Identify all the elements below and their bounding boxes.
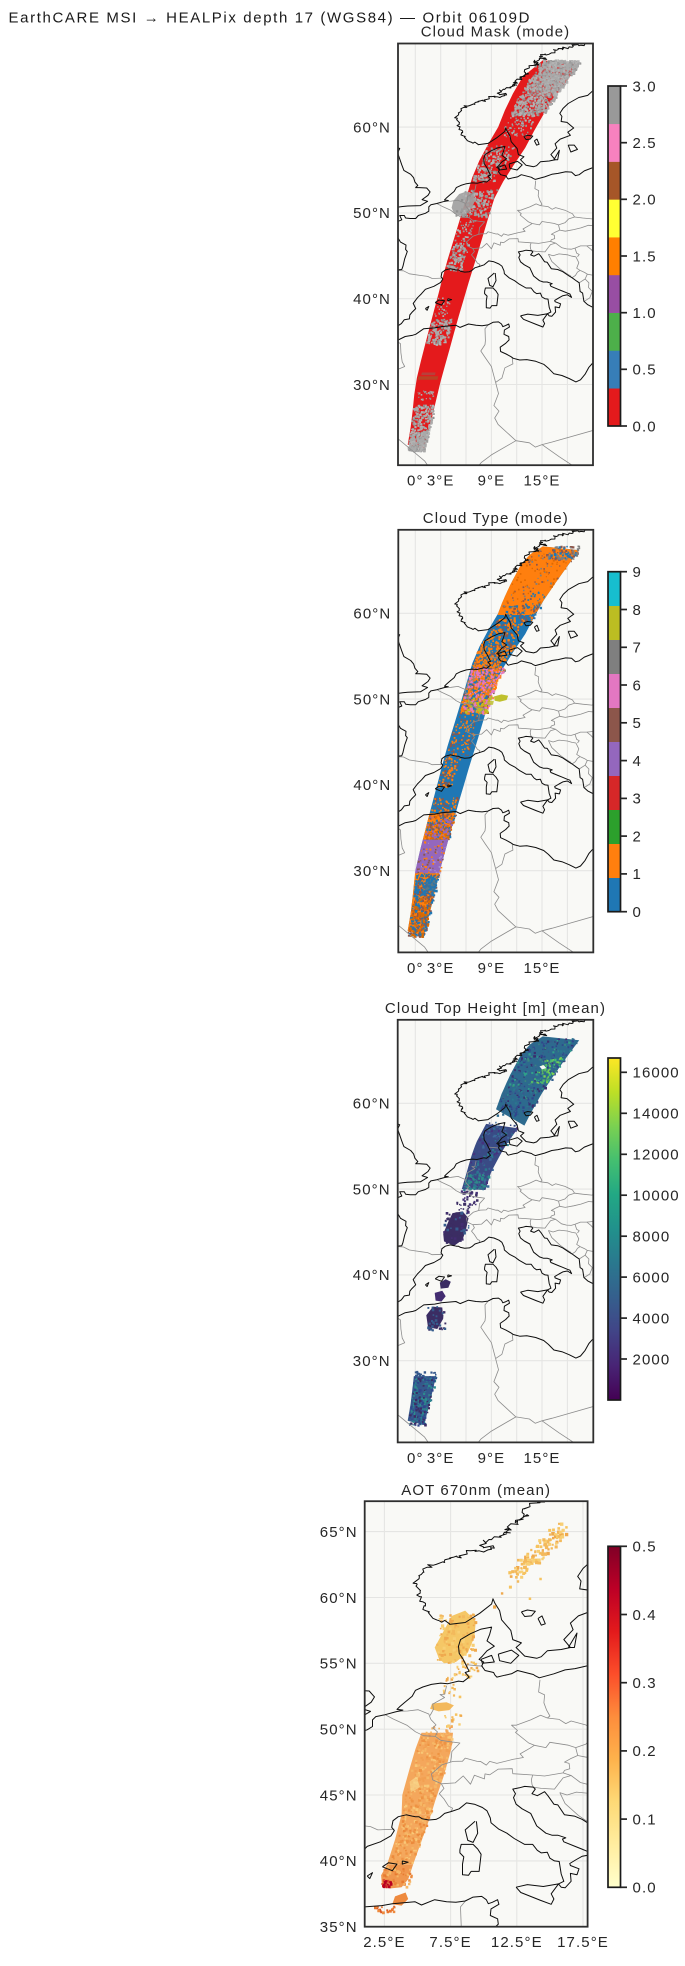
svg-text:3°E: 3°E	[427, 473, 455, 490]
svg-text:55°N: 55°N	[320, 1656, 358, 1673]
svg-text:40°N: 40°N	[353, 291, 391, 308]
svg-text:50°N: 50°N	[320, 1722, 358, 1739]
svg-text:65°N: 65°N	[320, 1524, 358, 1541]
svg-text:30°N: 30°N	[353, 1353, 391, 1370]
svg-text:10000: 10000	[633, 1188, 680, 1205]
svg-text:60°N: 60°N	[320, 1590, 358, 1607]
svg-text:40°N: 40°N	[353, 777, 391, 794]
svg-text:0.4: 0.4	[633, 1607, 657, 1624]
svg-text:3°E: 3°E	[427, 960, 455, 977]
svg-text:1: 1	[633, 866, 642, 883]
svg-text:16000: 16000	[633, 1065, 680, 1082]
svg-text:45°N: 45°N	[320, 1787, 358, 1804]
svg-text:Cloud Top Height [m] (mean): Cloud Top Height [m] (mean)	[385, 1000, 606, 1017]
svg-text:9°E: 9°E	[478, 960, 506, 977]
svg-text:60°N: 60°N	[353, 1096, 391, 1113]
svg-text:0.1: 0.1	[633, 1811, 657, 1828]
svg-text:50°N: 50°N	[353, 691, 391, 708]
svg-text:6000: 6000	[633, 1269, 671, 1286]
svg-text:60°N: 60°N	[353, 119, 391, 136]
svg-text:40°N: 40°N	[353, 1267, 391, 1284]
svg-text:4: 4	[633, 753, 642, 770]
svg-text:60°N: 60°N	[353, 606, 391, 623]
svg-text:50°N: 50°N	[353, 1181, 391, 1198]
svg-text:7: 7	[633, 640, 642, 657]
svg-text:1.0: 1.0	[633, 305, 657, 322]
svg-text:EarthCARE MSI → HEALPix depth: EarthCARE MSI → HEALPix depth 17 (WGS84)…	[9, 10, 532, 27]
svg-text:8000: 8000	[633, 1229, 671, 1246]
svg-text:17.5°E: 17.5°E	[557, 1934, 609, 1951]
svg-text:0.5: 0.5	[633, 1539, 657, 1556]
svg-text:0.0: 0.0	[633, 418, 657, 435]
svg-text:Cloud Mask (mode): Cloud Mask (mode)	[421, 24, 571, 41]
svg-text:6: 6	[633, 677, 642, 694]
svg-text:50°N: 50°N	[353, 205, 391, 222]
svg-text:Cloud Type (mode): Cloud Type (mode)	[423, 510, 569, 527]
svg-text:2000: 2000	[633, 1351, 671, 1368]
svg-text:0.5: 0.5	[633, 362, 657, 379]
svg-text:12.5°E: 12.5°E	[491, 1934, 543, 1951]
svg-text:15°E: 15°E	[523, 1450, 560, 1467]
svg-text:2.0: 2.0	[633, 192, 657, 209]
svg-text:30°N: 30°N	[353, 377, 391, 394]
svg-text:0.3: 0.3	[633, 1675, 657, 1692]
svg-text:2: 2	[633, 828, 642, 845]
svg-text:9°E: 9°E	[478, 473, 506, 490]
svg-text:3: 3	[633, 791, 642, 808]
svg-text:15°E: 15°E	[523, 960, 560, 977]
svg-text:9°E: 9°E	[478, 1450, 506, 1467]
svg-text:7.5°E: 7.5°E	[429, 1934, 471, 1951]
svg-text:3.0: 3.0	[633, 78, 657, 95]
svg-text:0.0: 0.0	[633, 1880, 657, 1897]
svg-text:0°: 0°	[407, 960, 424, 977]
svg-text:8: 8	[633, 602, 642, 619]
svg-text:15°E: 15°E	[523, 473, 560, 490]
svg-text:30°N: 30°N	[353, 863, 391, 880]
svg-text:2.5°E: 2.5°E	[363, 1934, 405, 1951]
svg-text:1.5: 1.5	[633, 248, 657, 265]
svg-text:AOT 670nm (mean): AOT 670nm (mean)	[401, 1482, 551, 1499]
svg-text:5: 5	[633, 715, 642, 732]
svg-text:4000: 4000	[633, 1310, 671, 1327]
svg-text:0.2: 0.2	[633, 1743, 657, 1760]
svg-text:0: 0	[633, 904, 642, 921]
svg-text:0°: 0°	[407, 1450, 424, 1467]
svg-text:12000: 12000	[633, 1147, 680, 1164]
svg-text:9: 9	[633, 564, 642, 581]
svg-text:3°E: 3°E	[427, 1450, 455, 1467]
svg-text:14000: 14000	[633, 1106, 680, 1123]
svg-text:35°N: 35°N	[320, 1919, 358, 1936]
svg-text:40°N: 40°N	[320, 1853, 358, 1870]
svg-text:0°: 0°	[407, 473, 424, 490]
svg-text:2.5: 2.5	[633, 135, 657, 152]
